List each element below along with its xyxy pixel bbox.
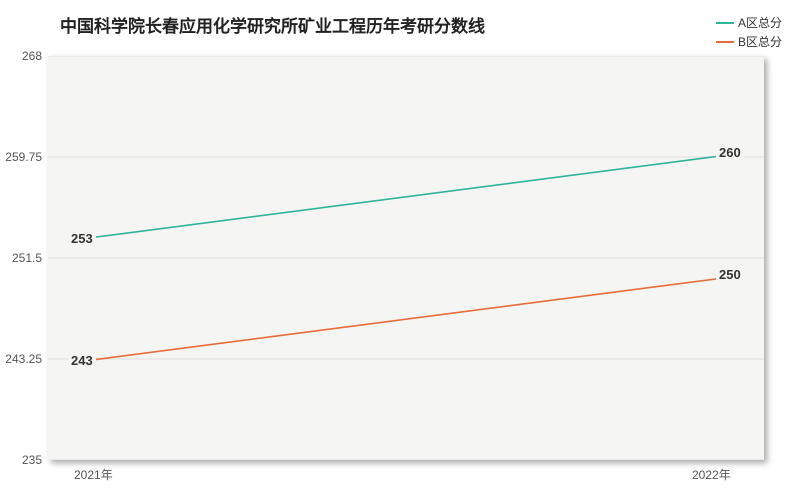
y-tick-label: 268	[0, 49, 42, 63]
chart-container: 中国科学院长春应用化学研究所矿业工程历年考研分数线 A区总分 B区总分 2532…	[0, 0, 800, 500]
y-tick-label: 251.5	[0, 251, 42, 265]
x-tick-label: 2022年	[692, 466, 731, 483]
data-label: 253	[68, 231, 96, 246]
y-tick-label: 259.75	[0, 150, 42, 164]
series-line	[76, 154, 736, 240]
legend-item-b: B区总分	[716, 33, 782, 50]
legend-label-a: A区总分	[738, 14, 782, 31]
x-tick-label: 2021年	[74, 466, 113, 483]
y-tick-label: 243.25	[0, 352, 42, 366]
legend-swatch-a	[716, 22, 734, 24]
legend-item-a: A区总分	[716, 14, 782, 31]
data-label: 243	[68, 353, 96, 368]
legend: A区总分 B区总分	[716, 14, 782, 52]
y-tick-label: 235	[0, 453, 42, 467]
plot-area: 253 260 243 250	[48, 56, 764, 460]
legend-swatch-b	[716, 41, 734, 43]
plot-svg	[48, 56, 764, 460]
data-label: 250	[716, 267, 744, 282]
chart-title: 中国科学院长春应用化学研究所矿业工程历年考研分数线	[60, 12, 485, 37]
gridlines	[48, 56, 764, 460]
legend-label-b: B区总分	[738, 33, 782, 50]
data-label: 260	[716, 145, 744, 160]
series-line	[76, 276, 736, 362]
